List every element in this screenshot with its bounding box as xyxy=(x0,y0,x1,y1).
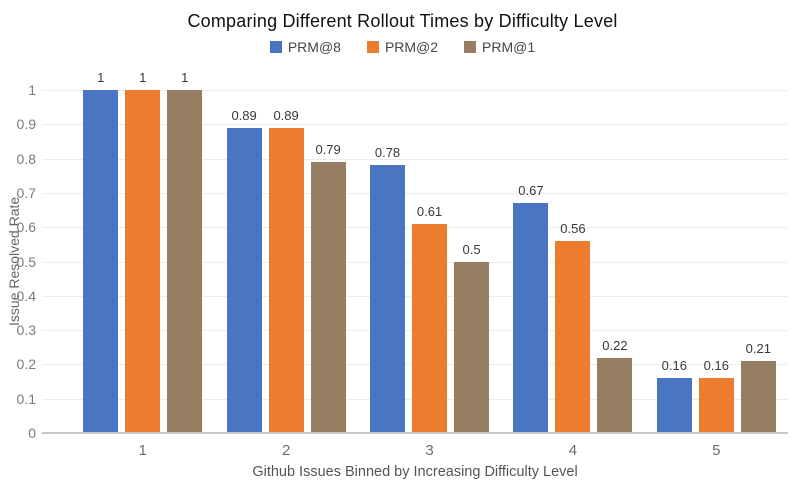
legend-swatch-icon xyxy=(366,41,379,53)
bar-value-label: 0.78 xyxy=(374,145,401,161)
y-tick-label: 0.1 xyxy=(16,390,36,407)
y-axis-ticks: 0 0.1 0.2 0.3 0.4 0.5 0.6 0.7 0.8 0.9 1 xyxy=(0,82,36,441)
legend-swatch-icon xyxy=(464,41,477,53)
y-tick-label: 0.9 xyxy=(16,116,36,133)
y-tick-label: 0.8 xyxy=(16,150,36,167)
bar-value-label: 0.67 xyxy=(518,183,544,199)
bar-value-label: 0.79 xyxy=(315,142,341,158)
bar-group: 1 1 1 xyxy=(71,70,214,433)
bar-value-label: 0.56 xyxy=(560,220,586,236)
y-tick-label: 0.6 xyxy=(16,219,36,236)
bar: 0.5 xyxy=(454,242,490,433)
y-tick-label: 0.2 xyxy=(16,356,36,373)
legend-item: PRM@8 xyxy=(269,39,341,55)
bar-value-label: 0.16 xyxy=(703,358,729,374)
legend-label: PRM@1 xyxy=(482,39,536,55)
bar: 0.22 xyxy=(597,338,633,433)
bar-group: 0.89 0.89 0.79 xyxy=(214,90,357,433)
legend-label: PRM@8 xyxy=(287,39,341,55)
legend-item: PRM@1 xyxy=(464,39,535,55)
legend-swatch-icon xyxy=(269,41,282,53)
gridline xyxy=(42,90,788,91)
x-tick-label: 2 xyxy=(281,442,291,459)
bar: 1 xyxy=(83,70,119,433)
y-tick-label: 0.3 xyxy=(16,322,36,339)
bar: 0.79 xyxy=(310,142,346,433)
bar: 0.56 xyxy=(555,221,591,433)
bar: 0.78 xyxy=(370,145,406,433)
bar-group: 0.78 0.61 0.5 xyxy=(358,90,501,433)
bar-value-label: 1 xyxy=(181,70,189,85)
x-tick-label: 4 xyxy=(568,442,578,459)
y-tick-label: 1 xyxy=(28,82,36,98)
bar-value-label: 0.61 xyxy=(416,203,443,219)
bar: 0.61 xyxy=(412,204,448,433)
legend-item: PRM@2 xyxy=(366,39,439,55)
bar: 0.89 xyxy=(268,108,304,433)
bar-group: 0.67 0.56 0.22 xyxy=(501,90,644,433)
bar: 0.89 xyxy=(226,108,262,433)
y-tick-label: 0 xyxy=(28,425,36,441)
gridline xyxy=(42,192,788,194)
bar: 1 xyxy=(125,70,161,433)
bar-value-label: 0.89 xyxy=(231,107,257,123)
gridline xyxy=(42,124,788,126)
bar: 0.21 xyxy=(740,341,776,433)
x-axis-title: Github Issues Binned by Increasing Diffi… xyxy=(252,464,578,480)
bar-group: 0.16 0.16 0.21 xyxy=(645,90,788,433)
y-tick-label: 0.4 xyxy=(16,287,36,304)
bar-value-label: 0.21 xyxy=(745,340,771,356)
bar: 0.67 xyxy=(513,183,549,433)
x-tick-label: 3 xyxy=(425,442,434,459)
y-tick-label: 0.7 xyxy=(16,184,36,201)
bar: 1 xyxy=(167,70,203,433)
x-axis-ticks: 1 2 3 4 5 xyxy=(42,442,788,459)
y-tick-label: 0.5 xyxy=(16,253,36,270)
x-tick-label: 5 xyxy=(712,442,721,459)
bar: 0.16 xyxy=(656,358,692,433)
bar-value-label: 0.22 xyxy=(602,337,628,353)
bar-value-label: 0.16 xyxy=(661,358,687,374)
bar-value-label: 1 xyxy=(97,70,105,85)
bar-value-label: 0.5 xyxy=(462,241,481,257)
x-axis-baseline xyxy=(42,432,788,434)
legend-label: PRM@2 xyxy=(384,39,439,55)
bar-value-label: 0.89 xyxy=(273,107,299,123)
bar-value-label: 1 xyxy=(139,70,147,85)
legend: PRM@8 PRM@2 PRM@1 xyxy=(0,39,805,55)
gridline xyxy=(42,158,788,160)
chart-title: Comparing Different Rollout Times by Dif… xyxy=(187,11,618,31)
x-tick-label: 1 xyxy=(138,442,147,459)
bar-groups: 1 1 1 0.89 0.89 0.79 0.78 0.61 0.5 0.67 0.56 0.22 0.… xyxy=(42,70,788,433)
plot-area: 1 1 1 0.89 0.89 0.79 0.78 0.61 0.5 0.67 0.56 0.22 0.… xyxy=(42,70,788,434)
bar: 0.16 xyxy=(698,358,734,433)
